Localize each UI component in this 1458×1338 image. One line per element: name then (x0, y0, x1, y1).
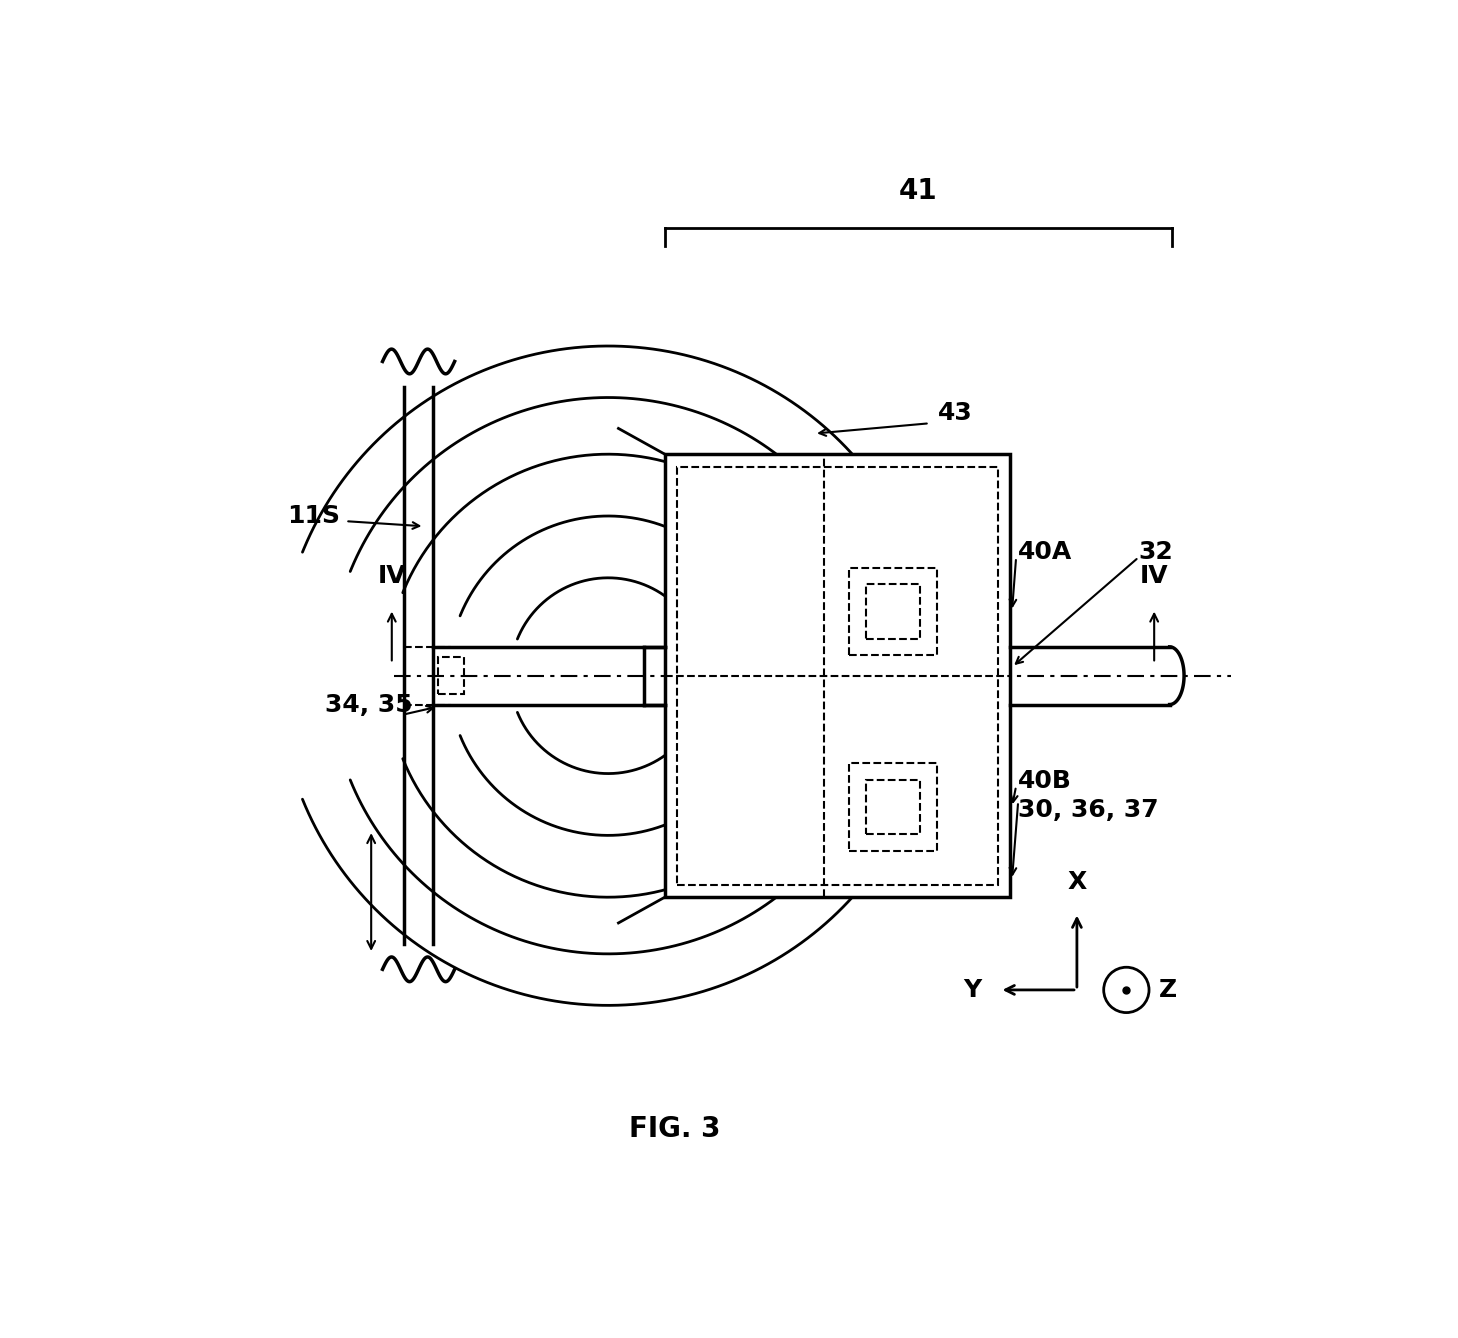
Bar (866, 780, 920, 835)
Text: IV: IV (378, 565, 407, 589)
Text: 41: 41 (900, 177, 937, 205)
Text: 40A: 40A (1018, 541, 1073, 565)
Text: FIG. 3: FIG. 3 (630, 1115, 720, 1143)
Text: 30, 36, 37: 30, 36, 37 (1018, 797, 1159, 822)
Text: 43: 43 (937, 401, 972, 425)
Bar (665, 454, 1010, 898)
Text: IV: IV (1140, 565, 1168, 589)
Bar (850, 567, 937, 656)
Text: 40B: 40B (1018, 769, 1072, 793)
Text: 34, 35: 34, 35 (325, 693, 413, 717)
Text: Z: Z (1159, 978, 1178, 1002)
Bar (866, 583, 920, 638)
Text: Y: Y (962, 978, 981, 1002)
Bar (677, 467, 997, 884)
Text: 11S: 11S (287, 504, 340, 529)
Bar (850, 763, 937, 851)
Bar (439, 657, 464, 694)
Text: 32: 32 (1139, 541, 1174, 565)
Text: X: X (1067, 870, 1086, 894)
